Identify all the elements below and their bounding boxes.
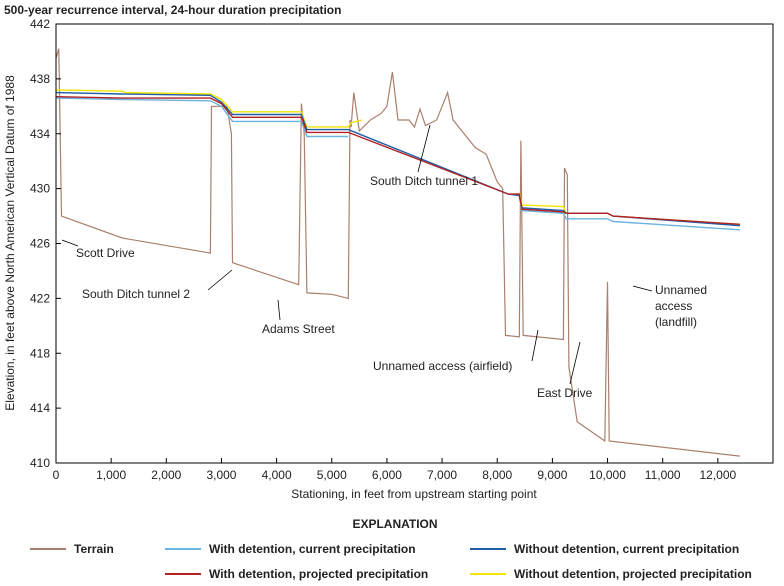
annotation-leader (417, 124, 431, 173)
x-tick-label: 11,000 (645, 468, 681, 482)
legend-label: Without detention, projected precipitati… (514, 567, 752, 581)
plot-frame (55, 23, 774, 464)
x-tick-label: 12,000 (699, 468, 736, 482)
x-tick-label: 10,000 (589, 468, 626, 482)
y-tick-label: 418 (30, 346, 50, 360)
x-tick-label: 7,000 (427, 468, 457, 482)
annotation-leader (207, 269, 233, 291)
annotation: access (655, 299, 692, 313)
annotation: Unnamed access (airfield) (373, 359, 512, 373)
legend-title: EXPLANATION (352, 517, 437, 531)
y-tick-label: 410 (30, 456, 50, 470)
x-tick-label: 3,000 (206, 468, 236, 482)
annotation-leader (632, 285, 653, 292)
x-tick-label: 4,000 (262, 468, 292, 482)
x-tick-label: 8,000 (482, 468, 512, 482)
x-tick-label: 2,000 (151, 468, 181, 482)
annotation: Scott Drive (76, 246, 135, 260)
annotation: South Ditch tunnel 1 (370, 174, 478, 188)
y-tick-label: 434 (30, 127, 50, 141)
series-line (55, 48, 740, 457)
annotation-leader (531, 329, 539, 362)
y-tick-label: 438 (30, 72, 50, 86)
series-line (55, 97, 740, 231)
x-tick-label: 0 (53, 468, 60, 482)
x-tick-label: 5,000 (317, 468, 347, 482)
series-line (55, 91, 740, 227)
annotation: Adams Street (262, 322, 335, 336)
y-tick-label: 414 (30, 401, 50, 415)
annotation: East Drive (537, 386, 593, 400)
annotation-leader (569, 341, 581, 385)
annotation: South Ditch tunnel 2 (82, 287, 190, 301)
annotation-leader (61, 239, 79, 247)
annotation-leader (277, 299, 281, 321)
x-tick-label: 1,000 (96, 468, 126, 482)
legend-label: With detention, current precipitation (209, 542, 416, 556)
x-axis-label: Stationing, in feet from upstream starti… (291, 487, 537, 501)
y-tick-label: 422 (30, 291, 50, 305)
legend-label: With detention, projected precipitation (209, 567, 428, 581)
annotation: (landfill) (655, 315, 697, 329)
chart-title: 500-year recurrence interval, 24-hour du… (4, 3, 341, 17)
x-tick-label: 9,000 (537, 468, 567, 482)
legend-label: Without detention, current precipitation (514, 542, 739, 556)
y-axis-label: Elevation, in feet above North American … (3, 75, 17, 411)
series-line (55, 89, 740, 225)
series-line (55, 96, 740, 225)
y-tick-label: 430 (30, 182, 50, 196)
x-tick-label: 6,000 (372, 468, 402, 482)
annotation: Unnamed (655, 283, 707, 297)
y-tick-label: 426 (30, 237, 50, 251)
y-tick-label: 442 (30, 17, 50, 31)
legend-label: Terrain (74, 542, 114, 556)
